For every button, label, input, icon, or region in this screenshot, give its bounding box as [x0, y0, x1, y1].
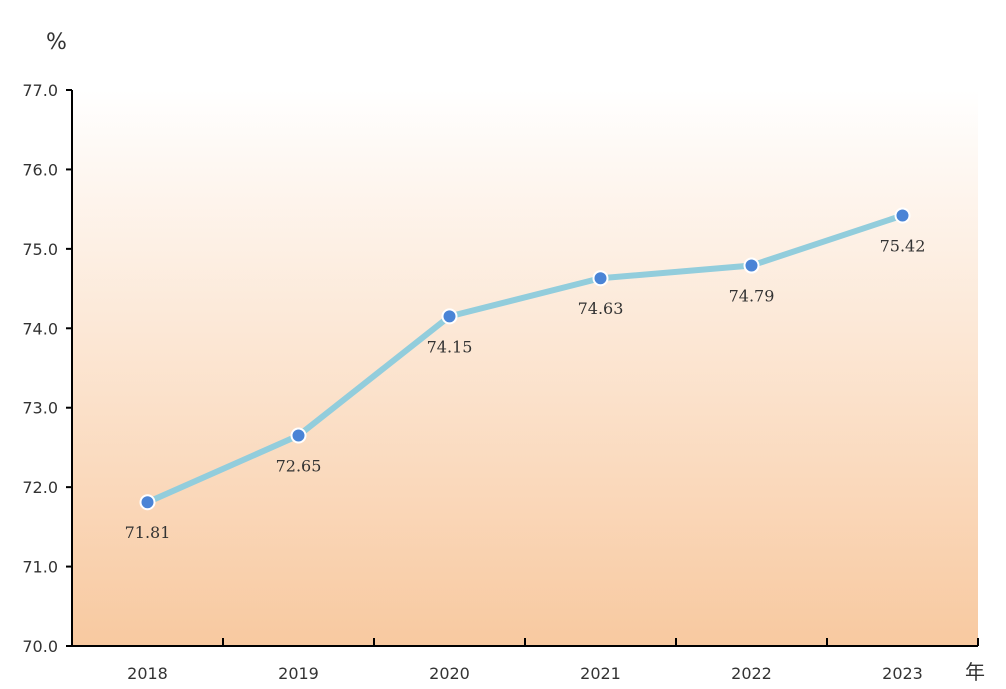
y-tick-label: 72.0 — [22, 478, 58, 497]
y-tick-label: 76.0 — [22, 160, 58, 179]
data-point — [290, 427, 307, 444]
x-tick-label: 2020 — [429, 664, 470, 683]
plot-background — [72, 90, 978, 646]
y-axis-ticks: 70.0 71.0 72.0 73.0 74.0 75.0 76.0 77.0 — [22, 81, 72, 656]
data-labels: 71.81 72.65 74.15 74.63 74.79 75.42 — [125, 236, 926, 542]
data-label: 74.63 — [578, 299, 624, 318]
data-point — [894, 207, 911, 224]
x-tick-label: 2023 — [882, 664, 923, 683]
x-tick-label: 2021 — [580, 664, 621, 683]
data-point — [743, 257, 760, 274]
x-axis-unit-label: 年 — [965, 660, 985, 684]
data-label: 74.15 — [427, 337, 473, 356]
y-tick-label: 74.0 — [22, 319, 58, 338]
data-point — [139, 494, 156, 511]
data-point — [592, 270, 609, 287]
y-tick-label: 77.0 — [22, 81, 58, 100]
data-label: 71.81 — [125, 523, 171, 542]
y-tick-label: 73.0 — [22, 399, 58, 418]
data-markers — [139, 207, 911, 511]
data-label: 74.79 — [729, 287, 775, 306]
y-axis-unit-label: % — [46, 30, 67, 55]
data-label: 75.42 — [880, 236, 926, 255]
y-tick-label: 75.0 — [22, 240, 58, 259]
data-label: 72.65 — [276, 457, 322, 476]
x-tick-label: 2018 — [127, 664, 168, 683]
series-line — [144, 212, 906, 506]
y-tick-label: 71.0 — [22, 558, 58, 577]
x-tick-label: 2019 — [278, 664, 319, 683]
data-point — [441, 308, 458, 325]
x-tick-label: 2022 — [731, 664, 772, 683]
y-tick-label: 70.0 — [22, 637, 58, 656]
x-axis-ticks: 2018 2019 2020 2021 2022 2023 — [127, 638, 979, 683]
